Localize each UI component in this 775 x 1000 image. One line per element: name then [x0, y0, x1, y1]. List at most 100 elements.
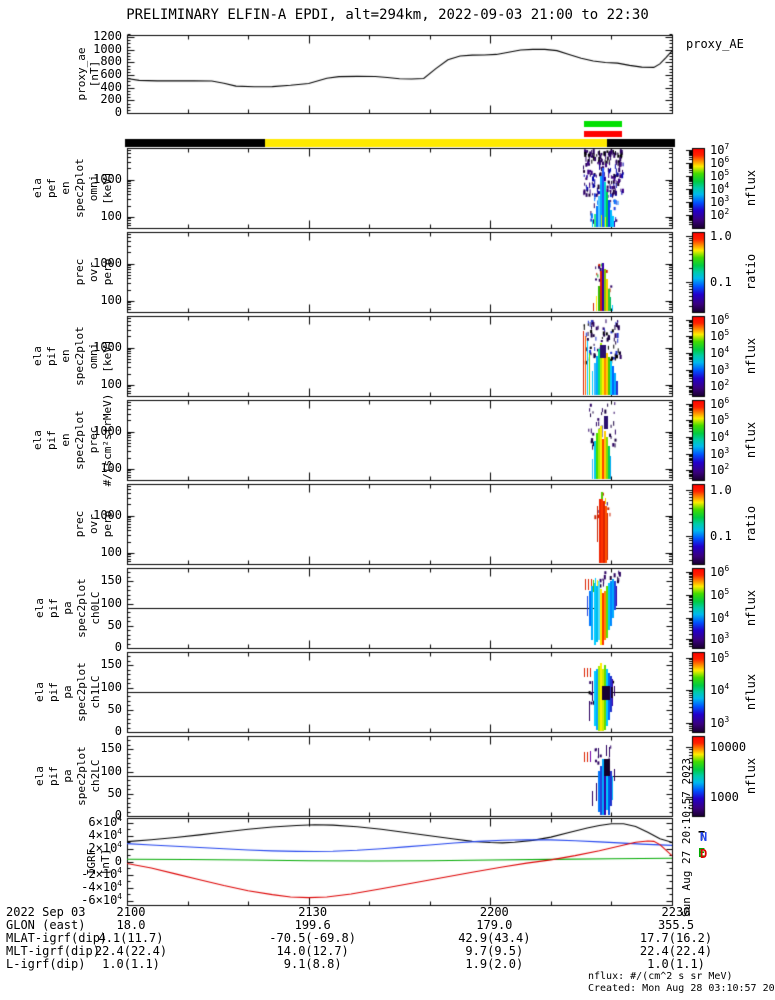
cbar-title-prec_ovr_perp_pif: ratio — [744, 505, 758, 543]
cbar-label-prec_ovr_perp_pef-0: 1.0 — [710, 229, 732, 243]
cbar-label-pa_ch2-0: 10000 — [710, 740, 747, 754]
ephemeris-value-r2-c2: 42.9(43.4) — [458, 931, 531, 945]
igrf-ytick-3: 0 — [114, 853, 122, 868]
cbar-title-pef_en_omni: nflux — [744, 169, 758, 207]
cbar-label-pa_ch0-1: 105 — [710, 587, 730, 602]
cbar-label-pif_en_prec-4: 102 — [710, 462, 730, 477]
cbar-label-prec_ovr_perp_pif-1: 0.1 — [710, 529, 732, 543]
ephemeris-row-label-0: 2022 Sep 03 — [6, 905, 86, 919]
ytick-pa_ch0-1: 100 — [100, 595, 122, 610]
cbar-title-pa_ch0: nflux — [744, 589, 758, 627]
ytick-prec_ovr_perp_pef-0: 1000 — [93, 255, 122, 270]
cbar-label-pef_en_omni-1: 106 — [710, 155, 730, 170]
ephemeris-value-r0-c1: 2130 — [298, 905, 328, 919]
flux-units-note: nflux: #/(cm^2 s sr MeV) — [588, 971, 733, 982]
cbar-label-pef_en_omni-3: 104 — [710, 181, 730, 196]
cbar-label-pa_ch1-0: 105 — [710, 650, 730, 665]
cbar-label-prec_ovr_perp_pif-0: 1.0 — [710, 483, 732, 497]
cbar-label-pif_en_omni-2: 104 — [710, 345, 730, 360]
proxy-ytick-2: 400 — [100, 79, 122, 94]
ytick-pa_ch0-2: 50 — [107, 617, 122, 632]
ytick-pif_en_omni-0: 1000 — [93, 339, 122, 354]
ephemeris-value-r3-c0: 22.4(22.4) — [94, 944, 168, 958]
cbar-label-pa_ch0-2: 104 — [710, 610, 730, 625]
cbar-label-pif_en_prec-3: 103 — [710, 446, 730, 461]
cbar-label-pef_en_omni-4: 103 — [710, 194, 730, 209]
proxy-ytick-1: 200 — [100, 92, 122, 107]
ephemeris-row-label-4: L-igrf(dip) — [6, 957, 86, 971]
ytick-pa_ch1-1: 100 — [100, 679, 122, 694]
cbar-label-pif_en_omni-4: 102 — [710, 378, 730, 393]
proxy-ytick-0: 0 — [114, 105, 122, 119]
ytick-pa_ch1-2: 50 — [107, 701, 122, 716]
cbar-label-pa_ch0-3: 103 — [710, 631, 730, 646]
ephemeris-value-r3-c3: 22.4(22.4) — [639, 944, 713, 958]
plot-title: PRELIMINARY ELFIN-A EPDI, alt=294km, 202… — [126, 7, 649, 23]
ephemeris-value-r4-c2: 1.9(2.0) — [465, 957, 524, 971]
ephemeris-value-r3-c2: 9.7(9.5) — [465, 944, 524, 958]
ytick-pef_en_omni-0: 1000 — [93, 171, 122, 186]
cbar-label-pa_ch1-2: 103 — [710, 715, 730, 730]
ytick-pa_ch0-3: 0 — [114, 640, 122, 654]
ytick-pa_ch1-3: 0 — [114, 724, 122, 738]
created-timestamp: Created: Mon Aug 28 03:10:57 2023 — [588, 983, 775, 994]
cbar-label-pef_en_omni-0: 107 — [710, 142, 730, 157]
ytick-pa_ch2-3: 0 — [114, 808, 122, 822]
cbar-label-pif_en_prec-0: 106 — [710, 396, 730, 411]
ephemeris-value-r0-c0: 2100 — [116, 905, 146, 919]
ytick-pa_ch0-0: 150 — [100, 573, 122, 588]
ephemeris-value-r4-c3: 1.0(1.1) — [647, 957, 705, 971]
ephemeris-value-r3-c1: 14.0(12.7) — [276, 944, 349, 958]
cbar-title-pa_ch2: nflux — [744, 757, 758, 795]
cbar-title-pif_en_omni: nflux — [744, 337, 758, 375]
side-timestamp: Sun Aug 27 20:10:57 2023 — [680, 758, 693, 917]
ytick-pif_en_omni-1: 100 — [100, 376, 122, 391]
igrf-legend-T: T — [698, 829, 706, 843]
cbar-label-pif_en_omni-3: 103 — [710, 362, 730, 377]
ephemeris-value-r1-c1: 199.6 — [294, 918, 331, 932]
cbar-label-pif_en_prec-2: 104 — [710, 429, 730, 444]
ephemeris-row-label-2: MLAT-igrf(dip) — [6, 931, 108, 945]
cbar-label-pa_ch1-1: 104 — [710, 682, 730, 697]
ephemeris-value-r2-c3: 17.7(16.2) — [639, 931, 713, 945]
cbar-label-pa_ch2-1: 1000 — [710, 790, 739, 804]
ephemeris-value-r4-c1: 9.1(8.8) — [283, 957, 342, 971]
ytick-prec_ovr_perp_pef-1: 100 — [100, 292, 122, 307]
ytick-pa_ch2-1: 100 — [100, 763, 122, 778]
igrf-ytick-5: -4×104 — [81, 878, 122, 894]
ytick-pif_en_prec-1: 100 — [100, 460, 122, 475]
cbar-label-pif_en_omni-1: 105 — [710, 328, 730, 343]
igrf-ytick-1: 4×104 — [88, 826, 122, 842]
ytick-pef_en_omni-1: 100 — [100, 208, 122, 223]
igrf-legend-E: E — [698, 846, 706, 860]
igrf-legend-D: D — [700, 847, 708, 861]
ephemeris-value-r4-c0: 1.0(1.1) — [102, 957, 160, 971]
ephemeris-value-r1-c2: 179.0 — [476, 918, 513, 932]
proxy-ytick-3: 600 — [100, 67, 122, 81]
igrf-ytick-2: 2×104 — [88, 839, 122, 855]
proxy-ytick-4: 800 — [100, 54, 122, 69]
igrf-ytick-4: -2×104 — [81, 865, 122, 881]
ytick-prec_ovr_perp_pif-0: 1000 — [93, 507, 122, 522]
cbar-label-pa_ch0-0: 106 — [710, 564, 730, 579]
ytick-prec_ovr_perp_pif-1: 100 — [100, 544, 122, 559]
cbar-title-pif_en_prec: nflux — [744, 421, 758, 459]
ephemeris-row-label-1: GLON (east) — [6, 918, 86, 932]
proxy-ytick-5: 1000 — [93, 41, 122, 56]
igrf-legend-N: N — [700, 830, 708, 844]
cbar-label-pif_en_prec-1: 105 — [710, 412, 730, 427]
ytick-pa_ch2-0: 150 — [100, 741, 122, 756]
ephemeris-value-r2-c1: -70.5(-69.8) — [269, 931, 356, 945]
ephemeris-value-r1-c0: 18.0 — [116, 918, 146, 932]
ytick-pif_en_prec-0: 1000 — [93, 423, 122, 438]
proxy-ae-series-label: proxy_AE — [686, 37, 744, 51]
ephemeris-value-r1-c3: 355.5 — [657, 918, 695, 932]
cbar-label-pif_en_omni-0: 106 — [710, 312, 730, 327]
ytick-pa_ch1-0: 150 — [100, 657, 122, 672]
igrf-ytick-6: -6×104 — [81, 891, 122, 907]
cbar-title-pa_ch1: nflux — [744, 673, 758, 711]
cbar-label-pef_en_omni-2: 105 — [710, 168, 730, 183]
igrf-ytick-0: 6×104 — [88, 813, 122, 829]
